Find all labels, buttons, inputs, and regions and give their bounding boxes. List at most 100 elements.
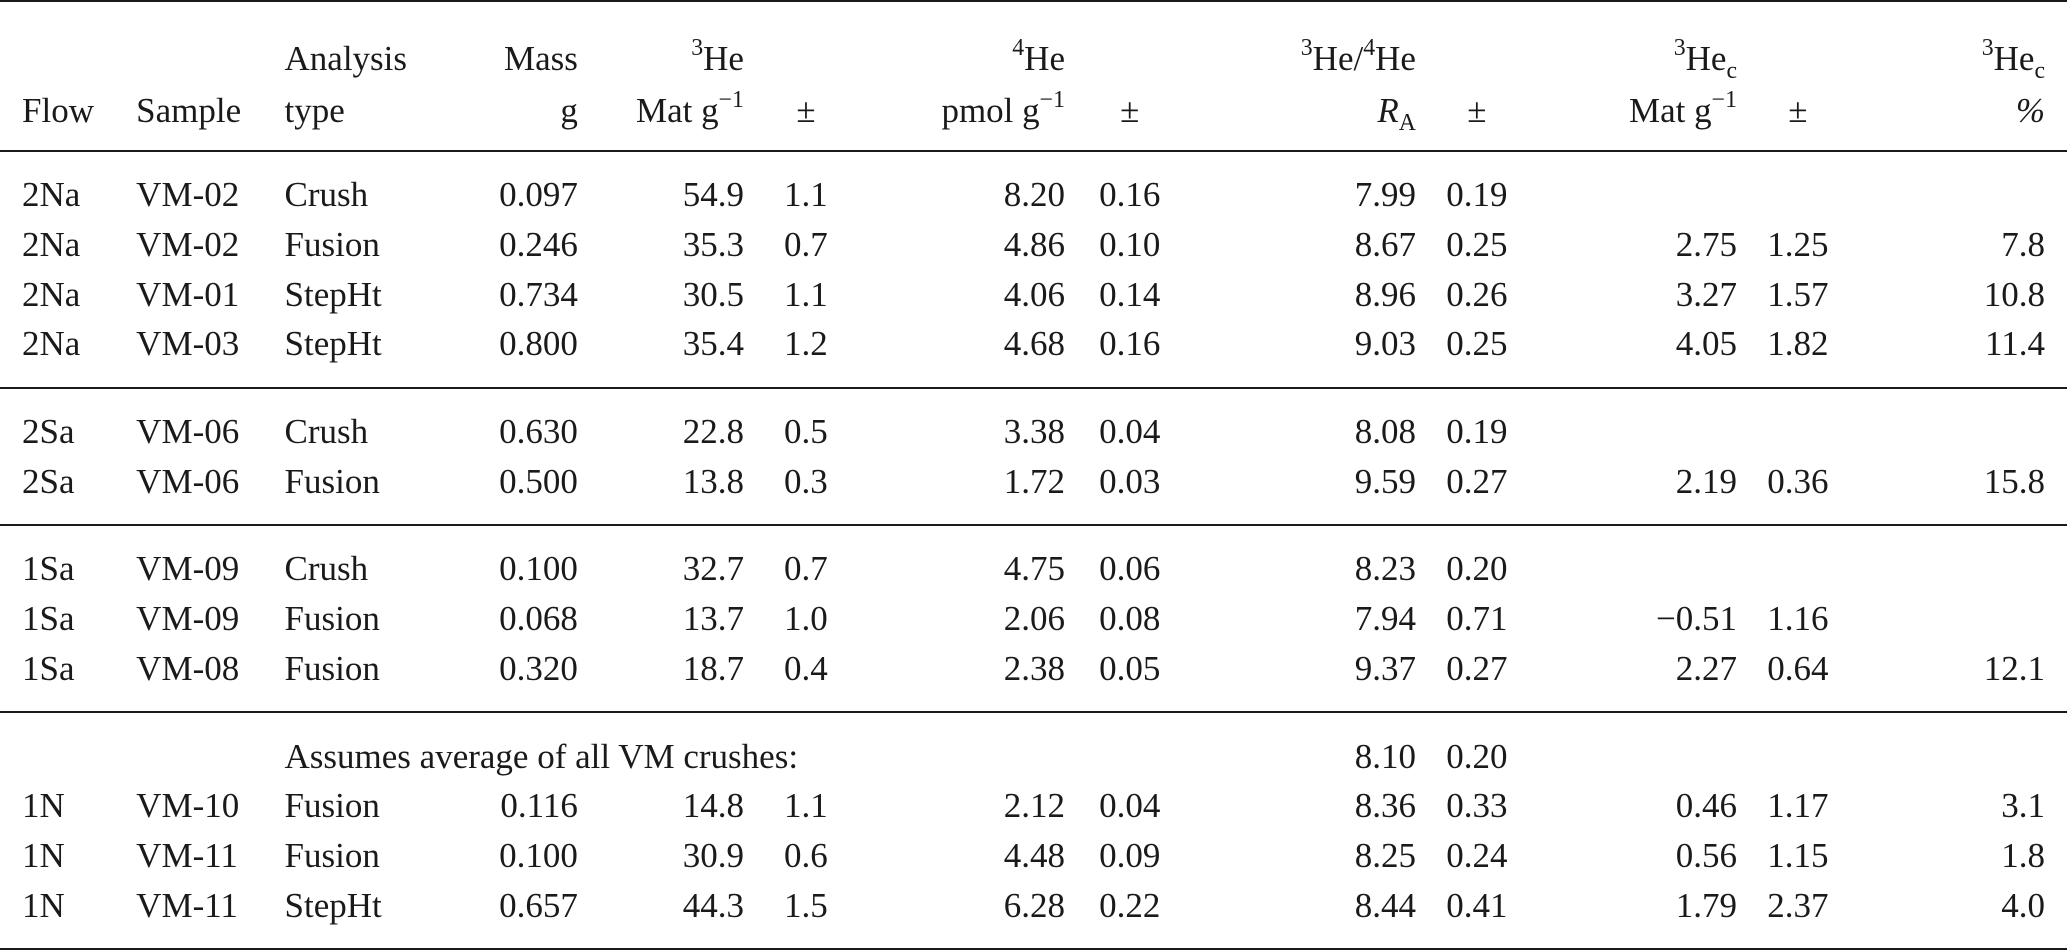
cell-he4-err: 0.06 [1064,524,1195,594]
table-row: 1N VM-10 Fusion 0.116 14.8 1.1 2.12 0.04 8.36 0.3… [0,781,2067,831]
cell-hec: 2.75 [1675,225,1737,265]
cell-ratio: 8.67 [1354,225,1416,265]
header-flow: Flow [0,76,137,152]
cell-hec-err: 1.57 [1767,274,1829,314]
cell-he4: 2.38 [1003,648,1065,688]
cell-hec-err: 0.36 [1767,461,1829,501]
cell-flow: 1N [0,880,137,950]
table-row: 2Na VM-03 StepHt 0.800 35.4 1.2 4.68 0.16 9.03 0.… [0,319,2067,388]
cell-hec-err [1737,386,1859,457]
cell-mass: 0.246 [499,225,578,265]
header-he3-err-top [743,0,868,76]
header-ratio-a: He/ [1312,39,1364,78]
note-flow [0,711,137,781]
cell-mass: 0.068 [499,599,578,639]
cell-hec: 0.56 [1675,835,1737,875]
table-row: 2Sa VM-06 Fusion 0.500 13.8 0.3 1.72 0.03 9.59 0.… [0,456,2067,525]
header-ratio-err: ± [1415,76,1538,152]
cell-he3: 32.7 [577,524,744,594]
cell-he3-err: 1.2 [784,324,828,364]
note-hec-pct [1858,711,2067,781]
cell-mass: 0.320 [499,648,578,688]
cell-type: Fusion [284,225,380,265]
cell-hec [1537,386,1737,457]
cell-hec-err: 1.16 [1767,599,1829,639]
header-ratio-unit: RA [1194,76,1416,152]
cell-mass: 0.100 [439,524,578,594]
cell-he3-err: 1.5 [743,880,868,950]
cell-ratio: 8.36 [1354,786,1416,826]
cell-flow: 1N [22,786,65,826]
he3-unit-text: Mat g [635,91,719,130]
cell-hec: −0.51 [1656,599,1737,639]
cell-hec-pct: 10.8 [1983,274,2045,314]
cell-mass: 0.630 [439,386,578,457]
cell-ratio: 9.03 [1354,324,1416,364]
header-hec-name: He [1685,39,1727,78]
header-sample: Sample [136,76,285,152]
cell-sample: VM-11 [136,880,285,950]
cell-hec: 2.19 [1675,461,1737,501]
note-text: Assumes average of all VM crushes: [284,711,1195,781]
header-hec-unit: Mat g−1 [1537,76,1737,152]
cell-hec-pct [1858,386,2067,457]
header-row-2: Flow Sample type g Mat g−1 ± pmol g−1 ± … [0,76,2067,152]
he3-unit-sup: −1 [718,86,744,113]
cell-ratio-err: 0.20 [1415,524,1538,594]
cell-sample: VM-06 [136,386,285,457]
cell-sample: VM-03 [136,324,240,364]
cell-flow: 2Sa [0,386,137,457]
cell-he3-err: 0.6 [784,835,828,875]
cell-flow: 1Sa [0,524,137,594]
cell-mass: 0.734 [499,274,578,314]
cell-ratio-err: 0.27 [1446,648,1508,688]
table-row: 1N VM-11 Fusion 0.100 30.9 0.6 4.48 0.09 8.25 0.2… [0,831,2067,881]
header-ratio-err-top [1415,0,1538,76]
header-sample-top [136,0,285,76]
cell-he4: 4.68 [1003,324,1065,364]
header-mass: Mass [439,0,578,76]
cell-hec-pct: 1.8 [2001,835,2045,875]
cell-mass: 0.657 [439,880,578,950]
ratio-unit-text: R [1377,91,1399,130]
hecp-unit-text: % [2015,91,2045,130]
cell-he4-err: 0.09 [1099,835,1161,875]
cell-he4-err: 0.04 [1064,386,1195,457]
cell-he4: 3.38 [867,386,1065,457]
table-row: 1Sa VM-09 Crush 0.100 32.7 0.7 4.75 0.06 8.23 0.2… [0,524,2067,594]
cell-he4: 1.72 [1003,461,1065,501]
cell-type: Crush [284,524,440,594]
cell-type: StepHt [284,880,440,950]
cell-ratio-err: 0.25 [1446,324,1508,364]
cell-ratio-err: 0.19 [1415,386,1538,457]
cell-ratio: 8.23 [1194,524,1416,594]
table-row: 2Na VM-02 Crush 0.097 54.9 1.1 8.20 0.16 7.99 0.1… [0,151,2067,220]
cell-he4-err: 0.08 [1099,599,1161,639]
hec-unit-text: Mat g [1629,91,1712,130]
cell-flow: 1N [22,835,65,875]
cell-he4-err: 0.16 [1099,324,1161,364]
cell-hec-err: 1.82 [1767,324,1829,364]
table-body: 2Na VM-02 Crush 0.097 54.9 1.1 8.20 0.16 7.99 0.1… [0,151,2067,950]
cell-he3-err: 0.4 [784,648,828,688]
cell-hec-err: 1.17 [1767,786,1829,826]
cell-he4-err: 0.16 [1099,175,1161,215]
cell-he3: 13.7 [682,599,744,639]
header-hec-pct: 3Hec [1858,0,2067,83]
header-hec-sup: 3 [1673,34,1686,61]
cell-flow: 1Sa [22,599,75,639]
table-row: 1Sa VM-09 Fusion 0.068 13.7 1.0 2.06 0.08 7.94 0.… [0,594,2067,644]
ratio-unit-sub: A [1398,110,1416,136]
cell-hec-err [1737,524,1859,594]
cell-mass: 0.100 [499,835,578,875]
cell-mass: 0.116 [500,786,578,826]
he4-unit-text: pmol g [941,91,1040,130]
cell-he3: 22.8 [577,386,744,457]
note-ratio: 8.10 [1194,711,1416,781]
cell-flow: 2Na [22,225,81,265]
cell-ratio: 8.08 [1194,386,1416,457]
cell-ratio: 9.37 [1354,648,1416,688]
cell-ratio-err: 0.24 [1446,835,1508,875]
table-header: Analysis Mass 3He 4He 3He/4He 3Hec 3Hec … [0,0,2067,152]
table-row: 2Na VM-01 StepHt 0.734 30.5 1.1 4.06 0.14 8.96 0.… [0,269,2067,319]
